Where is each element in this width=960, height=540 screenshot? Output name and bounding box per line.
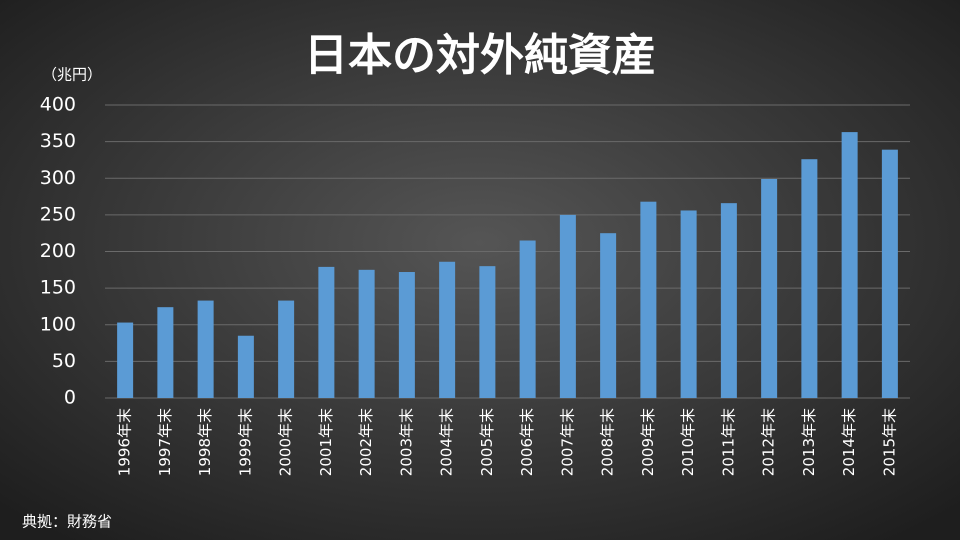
y-tick-label: 300: [40, 167, 76, 189]
y-tick-label: 50: [52, 350, 76, 372]
bar: [278, 300, 295, 398]
x-tick-label: 2005年末: [478, 408, 496, 476]
bar: [439, 261, 456, 398]
x-tick-label: 1999年末: [236, 408, 254, 476]
y-tick-label: 250: [40, 203, 76, 225]
x-tick-label: 2008年末: [599, 408, 617, 476]
bar: [358, 269, 375, 398]
x-tick-label: 2004年末: [438, 408, 456, 476]
y-tick-label: 0: [64, 387, 76, 409]
bar: [841, 132, 858, 399]
y-tick-label: 400: [40, 94, 76, 116]
y-tick-label: 200: [40, 240, 76, 262]
bar: [559, 214, 576, 398]
x-tick-label: 2012年末: [760, 408, 778, 476]
bar: [197, 300, 214, 398]
bar: [157, 307, 174, 398]
y-tick-label: 150: [40, 277, 76, 299]
bar: [640, 201, 657, 398]
x-tick-label: 2002年末: [357, 408, 375, 476]
y-axis-label: （兆円）: [42, 66, 102, 84]
x-tick-label: 1997年末: [156, 408, 174, 476]
bar: [680, 210, 697, 398]
bar: [117, 322, 134, 398]
bar: [761, 178, 778, 398]
x-tick-label: 2014年末: [840, 408, 858, 476]
x-tick-label: 2001年末: [317, 408, 335, 476]
bar: [519, 240, 536, 398]
y-tick-label: 350: [40, 130, 76, 152]
bar: [881, 149, 898, 398]
x-tick-label: 2006年末: [518, 408, 536, 476]
bar: [801, 159, 818, 398]
y-tick-label: 100: [40, 313, 76, 335]
chart-title: 日本の対外純資産: [304, 30, 656, 81]
bar: [600, 233, 617, 398]
x-tick-label: 2010年末: [679, 408, 697, 476]
x-tick-label: 1998年末: [196, 408, 214, 476]
bar: [237, 335, 254, 398]
bar: [479, 266, 496, 398]
x-tick-label: 2000年末: [277, 408, 295, 476]
x-tick-label: 2013年末: [800, 408, 818, 476]
x-tick-label: 2003年末: [397, 408, 415, 476]
x-tick-label: 2015年末: [880, 408, 898, 476]
source: 典拠：財務省: [22, 513, 112, 531]
bar: [318, 266, 335, 398]
bar: [720, 203, 737, 398]
x-tick-label: 2007年末: [558, 408, 576, 476]
x-tick-label: 2009年末: [639, 408, 657, 476]
x-tick-label: 2011年末: [719, 408, 737, 476]
x-tick-label: 1996年末: [116, 408, 134, 476]
bar: [398, 272, 415, 398]
